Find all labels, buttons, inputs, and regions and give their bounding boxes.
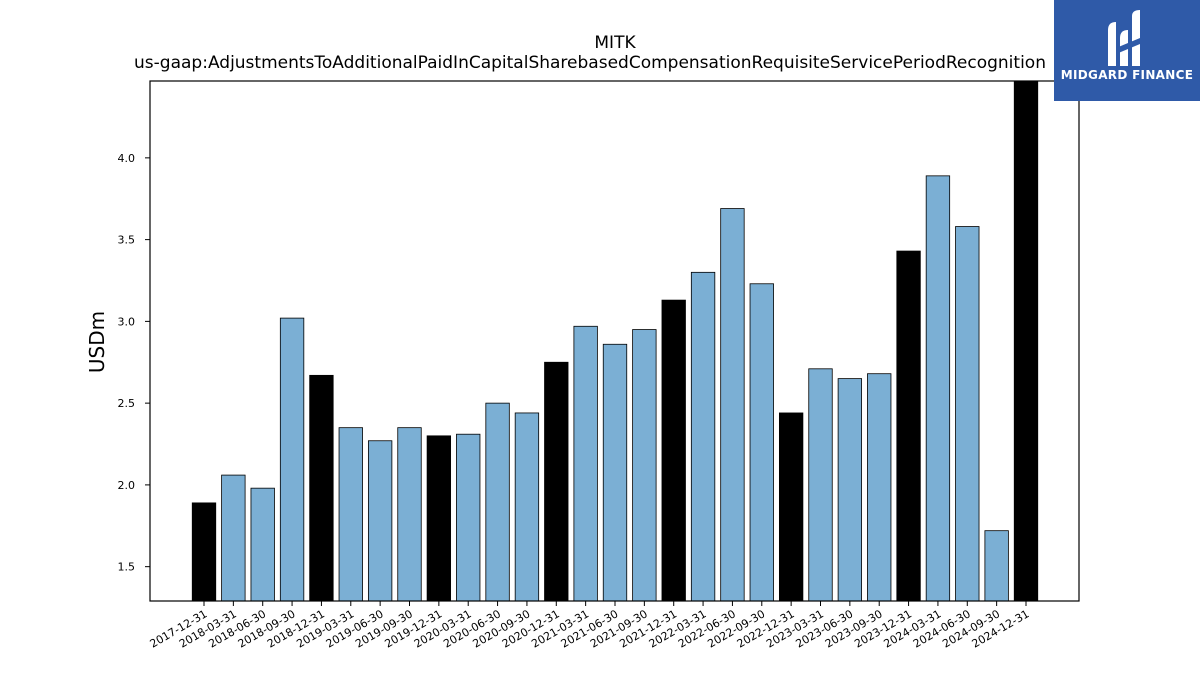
logo-text: MIDGARD FINANCE — [1060, 68, 1194, 82]
bar-2024-06-30 — [955, 226, 980, 602]
brand-logo: MIDGARD FINANCE — [1054, 0, 1200, 101]
y-tick-label: 4.0 — [118, 152, 136, 165]
bars-group — [191, 80, 1039, 602]
bar-2018-03-31 — [221, 474, 246, 602]
chart-title: MITK — [594, 33, 636, 53]
bar-2023-12-31 — [896, 250, 921, 602]
midgard-logo-icon — [1108, 10, 1140, 66]
bar-2021-06-30 — [602, 343, 628, 602]
y-tick-label: 1.5 — [118, 561, 136, 574]
bar-2021-12-31 — [661, 299, 686, 602]
y-axis-label: USDm — [85, 311, 109, 373]
bar-2021-09-30 — [632, 329, 657, 602]
bar-2019-06-30 — [367, 440, 393, 602]
bar-2018-06-30 — [250, 487, 275, 602]
bar-2019-09-30 — [397, 427, 422, 602]
bar-2022-03-31 — [690, 271, 716, 602]
y-ticks-group: 1.5 2.0 2.5 3.0 3.5 4.0 — [118, 152, 150, 574]
bar-2017-12-31 — [191, 502, 217, 602]
chart-subtitle: us-gaap:AdjustmentsToAdditionalPaidInCap… — [134, 53, 1046, 73]
plot-frame — [149, 80, 1080, 602]
y-tick-label: 3.5 — [118, 234, 136, 247]
bar-2023-09-30 — [867, 373, 892, 602]
bar-2020-12-31 — [544, 361, 569, 602]
bar-2020-03-31 — [456, 433, 481, 602]
bar-2019-12-31 — [426, 435, 452, 602]
bar-2018-12-31 — [309, 374, 334, 602]
bar-2024-03-31 — [925, 175, 951, 602]
bar-2022-06-30 — [720, 208, 745, 602]
y-tick-label: 2.0 — [118, 479, 136, 492]
bar-2023-03-31 — [808, 368, 833, 602]
bar-2020-09-30 — [514, 412, 540, 602]
bar-2020-06-30 — [485, 402, 510, 602]
bar-2018-09-30 — [279, 317, 305, 602]
bar-2022-09-30 — [749, 283, 774, 602]
x-ticks-group: 2017-12-312018-03-312018-06-302018-09-30… — [148, 601, 1032, 651]
bar-2021-03-31 — [573, 325, 598, 602]
bar-2024-12-31 — [1013, 80, 1039, 602]
bar-2023-06-30 — [837, 378, 863, 602]
bar-2022-12-31 — [778, 412, 804, 602]
y-tick-label: 3.0 — [118, 315, 136, 328]
bar-2024-09-30 — [984, 530, 1009, 602]
y-tick-label: 2.5 — [118, 397, 136, 410]
bar-2019-03-31 — [338, 427, 363, 602]
